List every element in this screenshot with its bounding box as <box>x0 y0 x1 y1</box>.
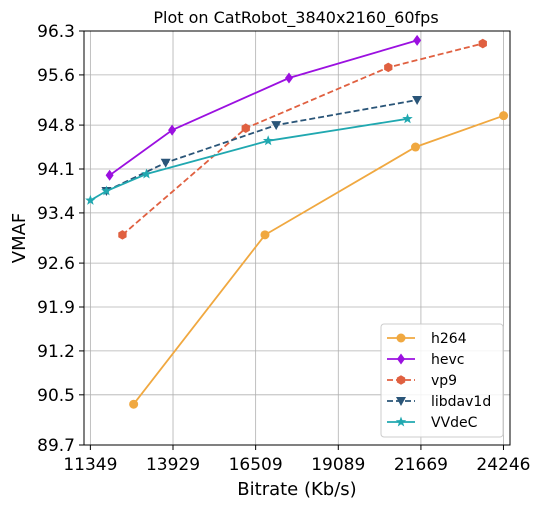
data-point-vp9 <box>241 123 250 134</box>
y-tick-label: 96.3 <box>37 22 75 42</box>
y-tick-label: 90.5 <box>37 386 75 406</box>
data-point-vvdec <box>262 135 274 146</box>
x-tick-label: 24246 <box>476 455 530 475</box>
x-tick-label: 16509 <box>229 455 283 475</box>
data-point-vvdec <box>85 194 96 205</box>
plot-frame <box>83 30 511 446</box>
data-point-vvdec <box>141 168 152 179</box>
series-hevc <box>105 34 422 181</box>
series-vvdec <box>85 113 413 205</box>
legend: h264 hevc vp9 libdav1d VVdeC <box>380 323 504 438</box>
legend-marker-hevc <box>397 353 405 365</box>
y-axis-label: VMAF <box>9 213 30 264</box>
series-line-vp9 <box>121 42 484 236</box>
legend-label-vp9: vp9 <box>431 373 457 389</box>
x-axis-label: Bitrate (Kb/s) <box>237 479 356 500</box>
series-line-h264 <box>132 114 504 405</box>
data-point-hevc <box>105 169 114 181</box>
y-tick-label: 93.4 <box>37 204 75 224</box>
series-h264 <box>129 111 509 409</box>
series-vp9 <box>118 38 487 240</box>
grid <box>84 30 510 446</box>
data-point-h264 <box>260 230 270 240</box>
chart-title: Plot on CatRobot_3840x2160_60fps <box>153 8 438 28</box>
legend-label-vvdec: VVdeC <box>431 415 478 431</box>
series-layer <box>85 34 509 409</box>
legend-label-h264: h264 <box>431 331 467 347</box>
y-tick-label: 91.2 <box>37 342 75 362</box>
data-point-libdav1d <box>160 158 171 168</box>
y-tick-label: 91.9 <box>37 298 75 318</box>
legend-box <box>380 323 504 438</box>
data-point-hevc <box>168 124 177 136</box>
legend-marker-h264 <box>396 333 406 343</box>
legend-marker-vvdec <box>395 416 407 427</box>
data-point-h264 <box>499 111 509 121</box>
data-point-h264 <box>411 142 421 152</box>
data-point-hevc <box>284 72 293 84</box>
y-tick-label: 89.7 <box>37 436 75 456</box>
data-point-h264 <box>129 399 139 409</box>
data-point-vvdec <box>402 113 413 124</box>
y-tick-label: 94.1 <box>37 160 75 180</box>
axes: 11349 13929 16509 19089 21669 24246 89.7 90.5 91… <box>37 22 530 475</box>
x-tick-label: 21669 <box>394 455 448 475</box>
legend-marker-vp9 <box>396 375 406 385</box>
data-point-vp9 <box>478 38 487 49</box>
legend-marker-libdav1d <box>396 397 406 406</box>
y-tick-label: 95.6 <box>37 66 75 86</box>
legend-label-libdav1d: libdav1d <box>431 394 491 410</box>
y-tick-label: 92.6 <box>37 254 75 274</box>
x-tick-label: 11349 <box>63 455 117 475</box>
data-point-vp9 <box>384 62 393 73</box>
x-tick-label: 19089 <box>311 455 365 475</box>
data-point-vp9 <box>118 230 127 240</box>
data-point-libdav1d <box>412 96 423 105</box>
legend-label-hevc: hevc <box>431 352 464 368</box>
data-point-libdav1d <box>271 121 282 131</box>
data-point-vvdec <box>101 185 112 196</box>
y-tick-label: 94.8 <box>37 116 75 136</box>
data-point-hevc <box>413 34 422 46</box>
x-tick-label: 13929 <box>146 455 200 475</box>
series-line-libdav1d <box>106 99 418 192</box>
series-line-hevc <box>109 39 418 177</box>
